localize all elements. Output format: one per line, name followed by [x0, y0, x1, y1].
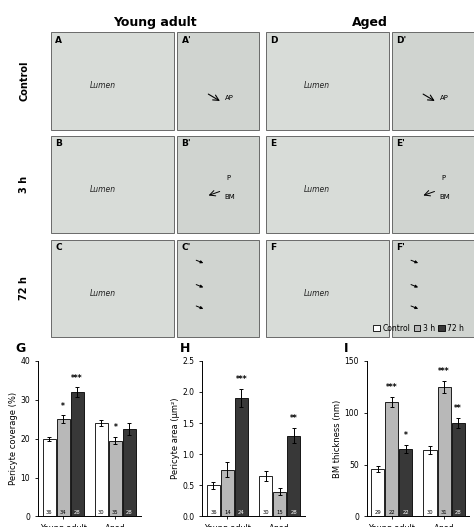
Bar: [123, 429, 136, 516]
FancyBboxPatch shape: [177, 136, 259, 233]
Text: 31: 31: [441, 510, 447, 515]
FancyBboxPatch shape: [265, 136, 389, 233]
Y-axis label: Pericyte area (μm²): Pericyte area (μm²): [172, 398, 181, 480]
Text: C': C': [182, 243, 191, 252]
Text: 30: 30: [98, 510, 105, 515]
Text: E: E: [270, 139, 276, 148]
Bar: [371, 469, 384, 516]
Text: AP: AP: [439, 94, 448, 101]
Text: 24: 24: [238, 510, 245, 515]
Bar: [56, 419, 70, 516]
Text: A': A': [182, 35, 191, 44]
Text: D: D: [270, 35, 277, 44]
Text: 36: 36: [46, 510, 53, 515]
Text: 30: 30: [263, 510, 269, 515]
FancyBboxPatch shape: [51, 32, 174, 130]
FancyBboxPatch shape: [177, 32, 259, 130]
Text: Lumen: Lumen: [304, 289, 330, 298]
FancyBboxPatch shape: [392, 240, 474, 337]
Text: Lumen: Lumen: [90, 185, 116, 194]
Bar: [385, 402, 398, 516]
Text: 28: 28: [455, 510, 461, 515]
Text: ***: ***: [438, 367, 450, 376]
Bar: [423, 450, 437, 516]
Text: ***: ***: [72, 374, 83, 383]
Text: *: *: [404, 431, 408, 440]
Y-axis label: BM thickness (nm): BM thickness (nm): [333, 399, 342, 478]
Text: AP: AP: [225, 94, 234, 101]
Text: H: H: [180, 341, 190, 355]
Text: Lumen: Lumen: [304, 185, 330, 194]
Text: **: **: [454, 404, 462, 413]
Text: Lumen: Lumen: [304, 81, 330, 90]
Text: 29: 29: [374, 510, 381, 515]
FancyBboxPatch shape: [51, 136, 174, 233]
Text: 14: 14: [224, 510, 231, 515]
Text: 28: 28: [126, 510, 133, 515]
Bar: [452, 423, 465, 516]
Y-axis label: Pericyte coverage (%): Pericyte coverage (%): [9, 392, 18, 485]
Bar: [259, 476, 272, 516]
Text: 15: 15: [276, 510, 283, 515]
Text: Control: Control: [19, 61, 29, 101]
Text: B': B': [182, 139, 191, 148]
Text: BM: BM: [439, 194, 450, 200]
Text: F': F': [396, 243, 405, 252]
Text: F: F: [270, 243, 276, 252]
FancyBboxPatch shape: [392, 32, 474, 130]
Bar: [273, 492, 286, 516]
Text: D': D': [396, 35, 407, 44]
Bar: [235, 398, 248, 516]
Text: 28: 28: [291, 510, 297, 515]
Text: A: A: [55, 35, 62, 44]
Text: ***: ***: [386, 384, 398, 393]
Text: I: I: [344, 341, 348, 355]
Bar: [109, 441, 122, 516]
Bar: [438, 387, 451, 516]
Bar: [221, 470, 234, 516]
Text: BM: BM: [225, 194, 236, 200]
Text: 34: 34: [60, 510, 66, 515]
Text: E': E': [396, 139, 405, 148]
Text: 22: 22: [402, 510, 409, 515]
Text: B: B: [55, 139, 62, 148]
FancyBboxPatch shape: [265, 32, 389, 130]
Bar: [399, 449, 412, 516]
Bar: [95, 423, 108, 516]
FancyBboxPatch shape: [177, 240, 259, 337]
Text: P: P: [441, 175, 446, 181]
Text: 72 h: 72 h: [19, 277, 29, 300]
Text: ***: ***: [236, 375, 247, 384]
Text: C: C: [55, 243, 62, 252]
Bar: [287, 435, 300, 516]
Text: 30: 30: [427, 510, 433, 515]
Text: 3 h: 3 h: [19, 176, 29, 193]
Text: Lumen: Lumen: [90, 289, 116, 298]
Text: **: **: [290, 414, 298, 423]
Text: *: *: [61, 402, 65, 411]
Text: 36: 36: [210, 510, 217, 515]
Text: P: P: [227, 175, 230, 181]
Bar: [71, 392, 84, 516]
Legend: Control, 3 h, 72 h: Control, 3 h, 72 h: [370, 321, 467, 336]
Text: Young adult: Young adult: [113, 16, 197, 30]
FancyBboxPatch shape: [51, 240, 174, 337]
Bar: [207, 485, 220, 516]
FancyBboxPatch shape: [392, 136, 474, 233]
Text: *: *: [113, 423, 118, 432]
Text: Aged: Aged: [352, 16, 388, 30]
Text: G: G: [15, 341, 26, 355]
FancyBboxPatch shape: [265, 240, 389, 337]
Bar: [43, 438, 55, 516]
Text: Lumen: Lumen: [90, 81, 116, 90]
Text: 28: 28: [74, 510, 81, 515]
Text: 35: 35: [112, 510, 118, 515]
Text: 22: 22: [388, 510, 395, 515]
